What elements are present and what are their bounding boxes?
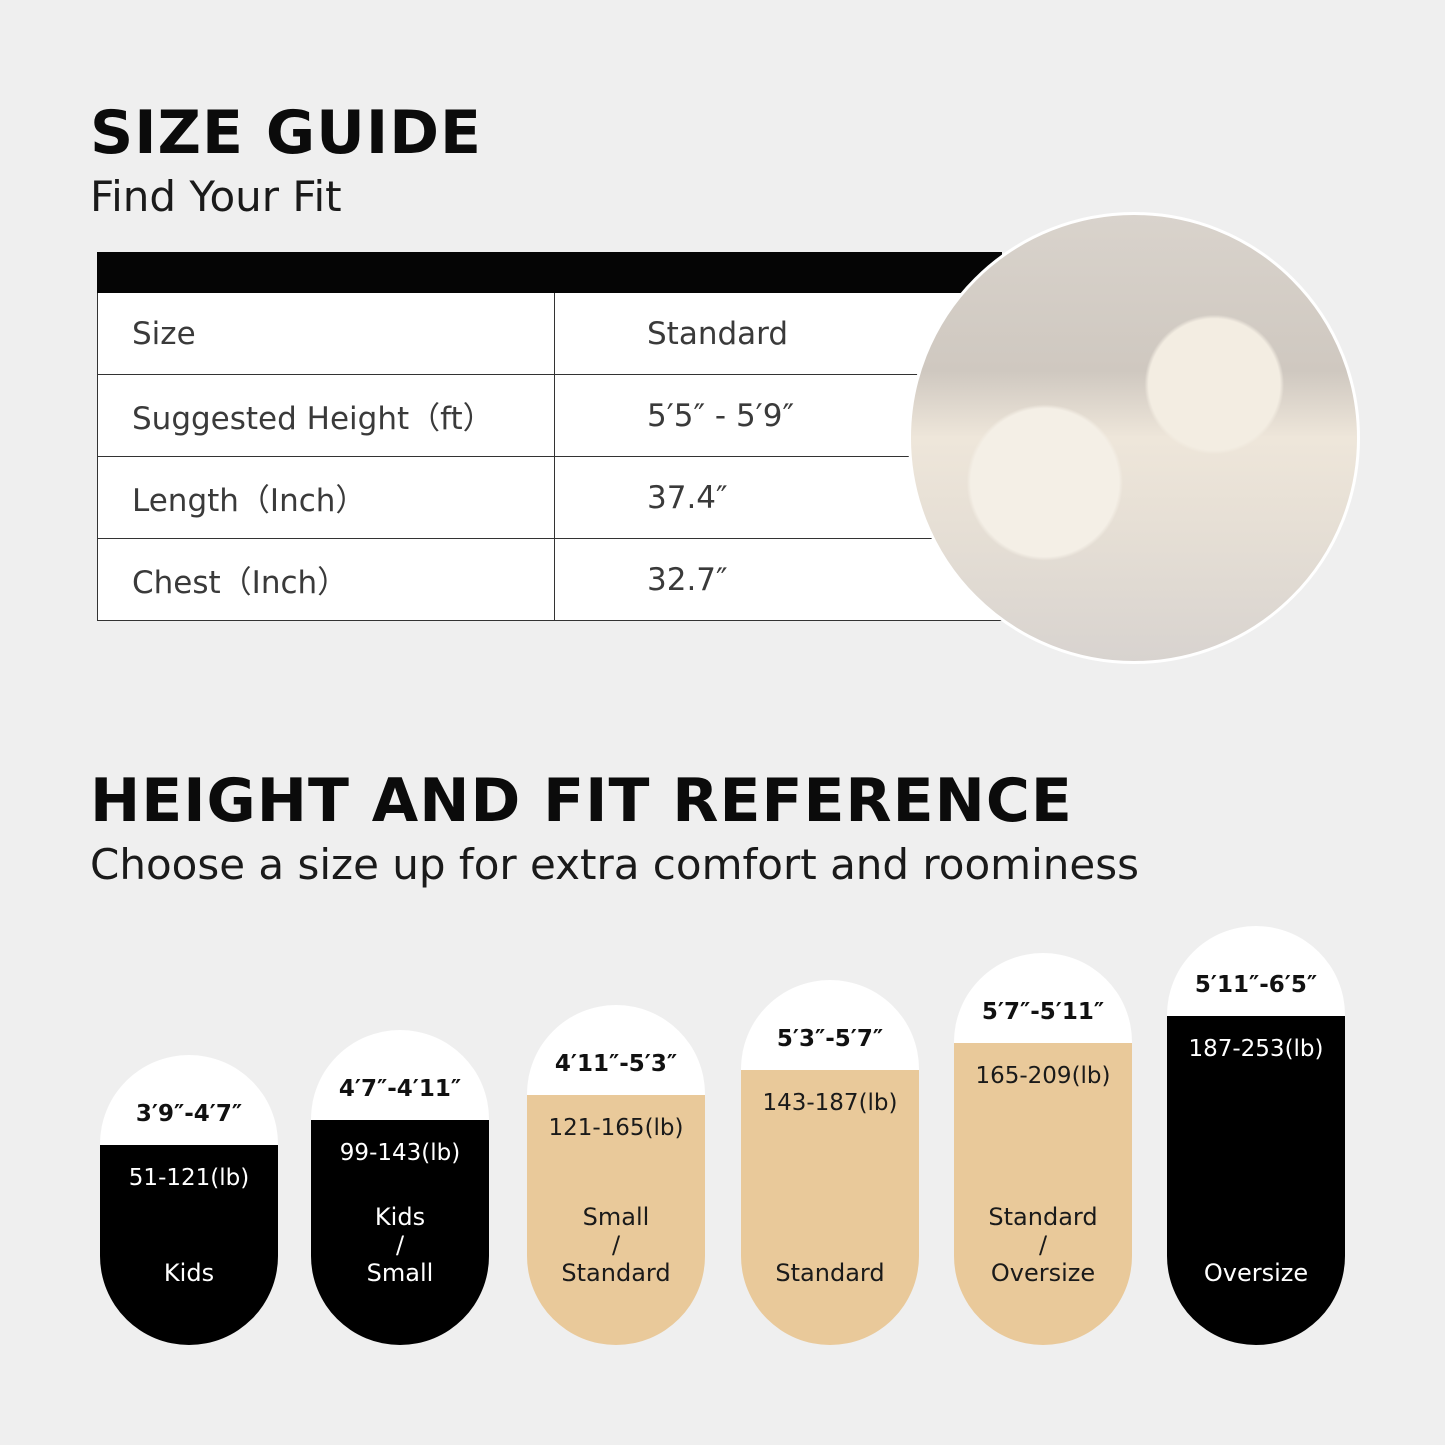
product-photo	[908, 212, 1360, 664]
height-cap: 5′7″-5′11″	[954, 953, 1132, 1043]
size-pill: 4′11″-5′3″ 121-165(lb) Small / Standard	[527, 1005, 705, 1345]
height-range: 5′11″-6′5″	[1194, 972, 1318, 998]
size-separator: /	[395, 1231, 405, 1259]
table-row: Length（Inch） 37.4″	[97, 457, 1002, 539]
height-range: 3′9″-4′7″	[135, 1101, 243, 1127]
size-table: Size Standard Suggested Height（ft） 5′5″ - …	[97, 252, 1002, 621]
pill-body: 51-121(lb) Kids	[100, 1145, 278, 1345]
height-cap: 4′7″-4′11″	[311, 1030, 489, 1120]
height-cap: 3′9″-4′7″	[100, 1055, 278, 1145]
row-label: Size	[98, 293, 555, 374]
height-range: 4′11″-5′3″	[554, 1051, 678, 1077]
size-name: Standard	[775, 1259, 885, 1287]
weight-range: 143-187(lb)	[762, 1090, 898, 1116]
pill-body: 121-165(lb) Small / Standard	[527, 1095, 705, 1345]
row-value: 37.4″	[647, 479, 728, 516]
row-label: Chest（Inch）	[98, 539, 555, 620]
table-row: Size Standard	[97, 293, 1002, 375]
weight-range: 121-165(lb)	[548, 1115, 684, 1141]
height-range: 5′7″-5′11″	[981, 999, 1105, 1025]
size-name: Small	[366, 1259, 434, 1287]
size-top: Kids	[374, 1203, 426, 1231]
row-label: Suggested Height（ft）	[98, 375, 555, 456]
row-value: Standard	[647, 315, 789, 352]
size-label: Small / Standard	[527, 1203, 705, 1287]
height-range: 4′7″-4′11″	[338, 1076, 462, 1102]
size-pill: 4′7″-4′11″ 99-143(lb) Kids / Small	[311, 1030, 489, 1345]
reference-subtitle: Choose a size up for extra comfort and r…	[90, 840, 1139, 889]
size-name: Standard	[561, 1259, 671, 1287]
size-pill: 3′9″-4′7″ 51-121(lb) Kids	[100, 1055, 278, 1345]
weight-range: 165-209(lb)	[975, 1063, 1111, 1089]
size-guide-subtitle: Find Your Fit	[90, 172, 342, 221]
height-range: 5′3″-5′7″	[776, 1026, 884, 1052]
table-row: Suggested Height（ft） 5′5″ - 5′9″	[97, 375, 1002, 457]
size-pill: 5′3″-5′7″ 143-187(lb) Standard	[741, 980, 919, 1345]
size-top: Small	[582, 1203, 650, 1231]
table-row: Chest（Inch） 32.7″	[97, 539, 1002, 621]
size-pill: 5′11″-6′5″ 187-253(lb) Oversize	[1167, 926, 1345, 1345]
table-header-bar	[97, 252, 1002, 293]
size-separator: /	[1038, 1231, 1048, 1259]
weight-range: 99-143(lb)	[339, 1140, 461, 1166]
height-cap: 4′11″-5′3″	[527, 1005, 705, 1095]
height-cap: 5′3″-5′7″	[741, 980, 919, 1070]
row-value: 32.7″	[647, 561, 728, 598]
size-separator: /	[611, 1231, 621, 1259]
size-label: Kids / Small	[311, 1203, 489, 1287]
reference-title: HEIGHT AND FIT REFERENCE	[90, 766, 1073, 836]
height-cap: 5′11″-6′5″	[1167, 926, 1345, 1016]
weight-range: 51-121(lb)	[128, 1165, 250, 1191]
pill-body: 143-187(lb) Standard	[741, 1070, 919, 1345]
size-name: Oversize	[990, 1259, 1096, 1287]
size-label: Oversize	[1167, 1259, 1345, 1287]
size-label: Kids	[100, 1259, 278, 1287]
pill-body: 99-143(lb) Kids / Small	[311, 1120, 489, 1345]
size-name: Oversize	[1203, 1259, 1309, 1287]
size-name: Kids	[163, 1259, 215, 1287]
row-value: 5′5″ - 5′9″	[647, 397, 795, 434]
size-guide-title: SIZE GUIDE	[90, 98, 483, 168]
size-top: Standard	[988, 1203, 1098, 1231]
weight-range: 187-253(lb)	[1188, 1036, 1324, 1062]
size-label: Standard	[741, 1259, 919, 1287]
pill-body: 165-209(lb) Standard / Oversize	[954, 1043, 1132, 1345]
size-label: Standard / Oversize	[954, 1203, 1132, 1287]
size-pill: 5′7″-5′11″ 165-209(lb) Standard / Oversize	[954, 953, 1132, 1345]
pill-body: 187-253(lb) Oversize	[1167, 1016, 1345, 1345]
row-label: Length（Inch）	[98, 457, 555, 538]
